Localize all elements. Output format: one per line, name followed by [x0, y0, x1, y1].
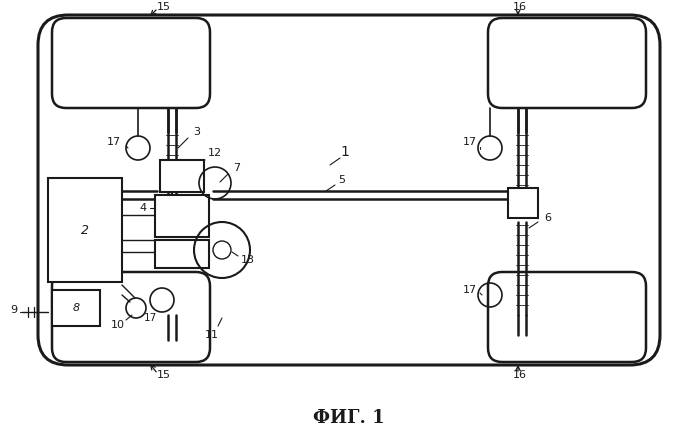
- Bar: [508, 188, 538, 218]
- Text: 2: 2: [81, 223, 89, 236]
- Text: 12: 12: [208, 148, 222, 158]
- Text: ФИГ. 1: ФИГ. 1: [313, 409, 385, 427]
- Text: 11: 11: [205, 330, 219, 340]
- Text: 5: 5: [338, 175, 345, 185]
- Text: 8: 8: [73, 303, 80, 313]
- FancyBboxPatch shape: [52, 18, 210, 108]
- Text: 15: 15: [157, 370, 171, 380]
- FancyBboxPatch shape: [488, 18, 646, 108]
- Text: 4: 4: [139, 203, 147, 213]
- Text: 3: 3: [194, 127, 201, 137]
- Text: 7: 7: [233, 163, 240, 173]
- Bar: [155, 240, 209, 268]
- Bar: [160, 160, 204, 192]
- Text: 15: 15: [157, 2, 171, 12]
- Bar: [155, 195, 209, 237]
- FancyBboxPatch shape: [52, 272, 210, 362]
- FancyBboxPatch shape: [38, 15, 660, 365]
- Text: 17: 17: [107, 137, 121, 147]
- Text: 16: 16: [513, 370, 527, 380]
- Bar: [48, 178, 122, 282]
- Text: 16: 16: [513, 2, 527, 12]
- FancyBboxPatch shape: [488, 272, 646, 362]
- Text: 6: 6: [545, 213, 552, 223]
- Text: 10: 10: [111, 320, 125, 330]
- Text: 9: 9: [10, 305, 17, 315]
- Text: 17: 17: [463, 137, 477, 147]
- Text: 1: 1: [340, 145, 350, 159]
- Text: 17: 17: [463, 285, 477, 295]
- Text: 13: 13: [241, 255, 255, 265]
- Bar: [52, 290, 100, 326]
- Text: 17: 17: [143, 313, 157, 323]
